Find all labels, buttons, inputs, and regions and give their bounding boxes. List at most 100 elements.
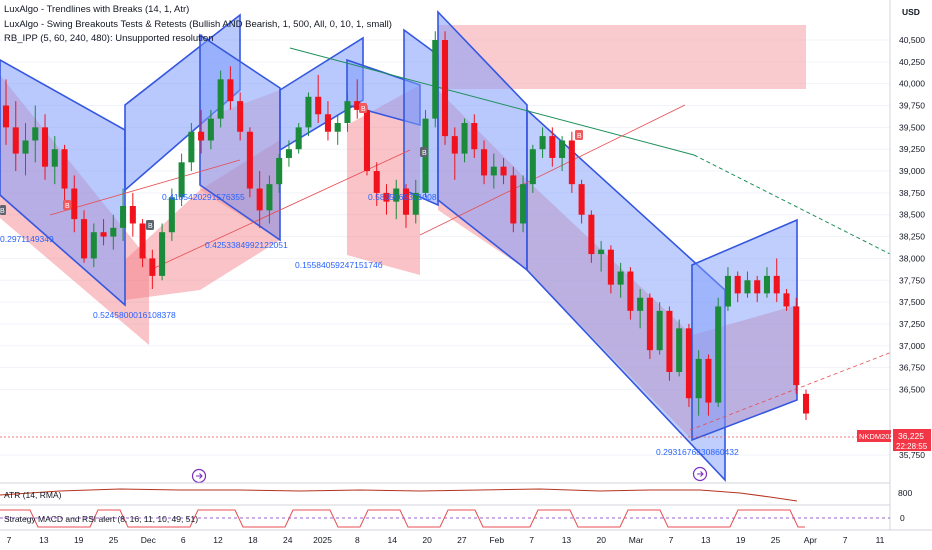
candle-body: [334, 123, 341, 132]
candle: [656, 302, 663, 355]
candle-body: [100, 232, 107, 237]
red-trend-4: [689, 351, 893, 431]
candle: [51, 136, 58, 185]
candle: [627, 267, 634, 320]
price-tick-label: 38,250: [899, 232, 925, 242]
candle-body: [412, 192, 419, 215]
candle-body: [695, 358, 702, 399]
candle: [139, 219, 146, 268]
candle-body: [432, 40, 439, 119]
candle-body: [627, 271, 634, 311]
price-tick-label: 38,000: [899, 253, 925, 263]
candle-body: [32, 127, 39, 141]
time-axis[interactable]: 7 13 19 25 Dec 6 12 18 24 2025 8 14 20 27 Feb 7 13 20 Mar 7…: [7, 535, 885, 545]
candle-body: [734, 275, 741, 294]
break-marker-b-4: B: [0, 205, 6, 215]
candle: [666, 306, 673, 381]
candle-body: [178, 162, 185, 198]
candle-body: [490, 166, 497, 176]
candle: [315, 74, 322, 123]
legend-swing-breakouts[interactable]: LuxAlgo - Swing Breakouts Tests & Retest…: [4, 19, 392, 30]
downtrend-line-ext: [693, 154, 893, 256]
candle: [305, 92, 312, 137]
price-tick-label: 39,500: [899, 122, 925, 132]
candle: [432, 31, 439, 128]
candle: [646, 293, 653, 359]
price-tick-label: 40,500: [899, 35, 925, 45]
navigate-arrow-icon[interactable]: [191, 468, 207, 484]
candle: [266, 175, 273, 224]
time-tick-label: 13: [701, 535, 711, 545]
candle: [793, 297, 800, 394]
candle: [549, 127, 556, 167]
candle-body: [724, 275, 731, 307]
candle-body: [549, 136, 556, 158]
price-tick-label: 40,250: [899, 57, 925, 67]
strategy-label: Strategy MACD and RSI alert (8, 16, 11, …: [4, 514, 198, 524]
candle: [246, 127, 253, 198]
candle: [207, 109, 214, 150]
candle: [178, 153, 185, 206]
candle-body: [744, 280, 751, 294]
candle: [334, 114, 341, 145]
candle: [695, 350, 702, 416]
red-trend-1: [49, 159, 241, 216]
legend-rb-ipp[interactable]: RB_IPP (5, 60, 240, 480): Unsupported re…: [4, 33, 214, 44]
candle-body: [793, 306, 800, 386]
candle-body: [763, 275, 770, 294]
candle: [22, 123, 29, 176]
candle-body: [227, 79, 234, 102]
candle: [754, 275, 761, 303]
candle-body: [646, 297, 653, 351]
candle-body: [129, 206, 136, 224]
candle-body: [520, 184, 527, 224]
candle-body: [354, 101, 361, 110]
annotation-7: 0.2931676830860432: [656, 447, 739, 457]
candle-body: [256, 188, 263, 211]
candle-body: [315, 96, 322, 115]
atr-line: [0, 488, 798, 502]
candle: [402, 184, 410, 228]
candle: [198, 109, 205, 154]
atr-tick: 800: [898, 488, 912, 498]
atr-label: ATR (14, RMA): [4, 490, 62, 500]
candle: [510, 166, 517, 233]
symbol-tag-text: NKDM2025: [859, 432, 898, 441]
svg-text:B: B: [148, 223, 153, 230]
annotation-3: 0.4185420291576355: [162, 192, 245, 202]
candle-body: [442, 40, 449, 137]
candle: [578, 179, 585, 224]
candle-body: [276, 157, 283, 185]
time-tick-label: 25: [771, 535, 781, 545]
candle: [354, 79, 361, 119]
candle: [81, 210, 88, 263]
candle-body: [451, 136, 458, 154]
candle-body: [500, 166, 507, 176]
candle: [598, 240, 605, 272]
navigate-arrow-icon-2[interactable]: [692, 466, 708, 482]
candle: [90, 223, 97, 268]
price-tick-label: 38,750: [899, 188, 925, 198]
time-tick-label: 11: [876, 535, 885, 545]
time-tick-label: 24: [283, 535, 293, 545]
time-tick-label: 18: [248, 535, 258, 545]
candle-body: [529, 149, 536, 185]
candle-body: [715, 306, 722, 403]
annotation-1: 0.2971149349: [0, 234, 54, 244]
candle-body: [71, 188, 78, 220]
candle: [734, 271, 741, 303]
candle-body: [373, 171, 380, 193]
time-tick-label: Feb: [489, 535, 504, 545]
candle: [451, 127, 458, 180]
candle-body: [51, 149, 58, 167]
candle-body: [588, 214, 595, 255]
candle: [724, 267, 731, 311]
candle-body: [617, 271, 624, 285]
time-tick-label: Apr: [804, 535, 817, 545]
candle: [129, 192, 136, 237]
legend-trendlines[interactable]: LuxAlgo - Trendlines with Breaks (14, 1,…: [4, 4, 190, 15]
candle: [256, 171, 263, 228]
candle: [461, 118, 468, 163]
time-tick-label: Mar: [629, 535, 644, 545]
